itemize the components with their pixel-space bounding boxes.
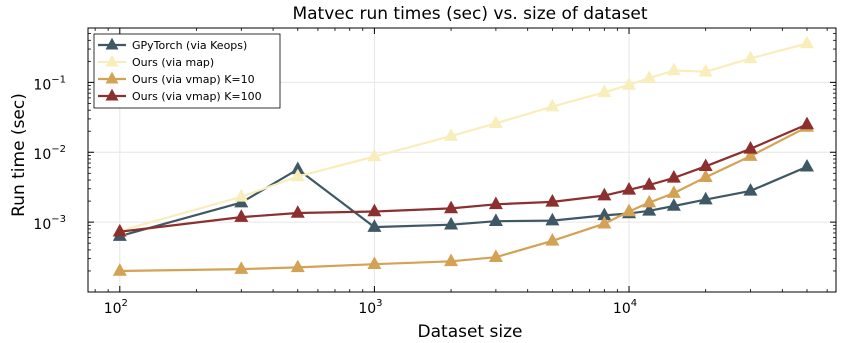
data-point [234,189,249,202]
data-point [642,70,657,83]
data-point [743,183,758,196]
data-point [444,128,459,141]
legend-marker [105,71,119,84]
x-tick-label: 103 [358,298,382,317]
data-point [799,35,814,49]
data-point [444,216,459,230]
legend-label: Ours (via vmap) K=10 [132,73,255,86]
x-axis-label: Dataset size [418,322,523,342]
data-point [367,203,382,217]
legend-label: Ours (via vmap) K=100 [132,90,262,103]
data-point [367,256,382,269]
data-point [622,203,637,217]
data-point [545,212,560,226]
legend-label: GPyTorch (via Keops) [132,39,247,52]
y-tick-label: 10−2 [33,144,66,163]
data-point [290,259,305,273]
series-layer [112,35,814,276]
legend: GPyTorch (via Keops) Ours (via map) Ours (… [93,33,281,109]
data-point [642,203,657,216]
data-point [799,116,814,130]
chart-title: Matvec run times (sec) vs. size of datas… [292,4,647,24]
data-point [597,187,612,201]
data-point [666,62,681,76]
x-tick-label: 104 [613,298,637,317]
data-point [234,261,249,274]
data-point [666,170,681,183]
series-line [119,42,808,232]
data-point [597,207,612,221]
data-point [597,84,612,98]
series-line [119,165,808,238]
x-tick-label: 102 [104,298,128,317]
data-point [488,115,503,129]
data-point [290,168,305,182]
data-point [622,77,637,90]
data-point [290,161,305,175]
plot-frame [87,27,837,293]
data-point [743,148,758,161]
data-point [698,169,713,182]
data-point [642,177,657,190]
data-point [488,213,503,227]
axes: 102 103 104 10−3 10−2 10−1 [33,27,837,317]
data-point [290,205,305,218]
data-point [444,253,459,267]
data-point [698,158,713,172]
y-tick-label: 10−1 [33,74,66,93]
data-point [666,198,681,211]
legend-marker [105,88,119,101]
legend-label: Ours (via map) [132,56,214,69]
data-point [698,63,713,77]
data-point [112,263,127,276]
data-point [642,194,657,208]
data-point [666,185,681,198]
data-point [367,219,382,232]
data-point [367,148,382,162]
data-point [545,98,560,112]
data-point [622,182,637,195]
legend-marker [105,37,119,50]
data-point [444,200,459,214]
data-point [545,233,560,246]
legend-marker [105,54,119,67]
data-point [743,50,758,64]
data-point [799,158,814,172]
data-point [597,215,612,229]
data-point [743,140,758,154]
data-point [112,223,127,237]
y-tick-label: 10−3 [33,214,66,233]
data-point [545,194,560,207]
data-point [698,191,713,205]
data-point [488,196,503,210]
y-axis-label: Run time (sec) [9,93,29,217]
data-point [488,249,503,262]
data-point [234,209,249,222]
